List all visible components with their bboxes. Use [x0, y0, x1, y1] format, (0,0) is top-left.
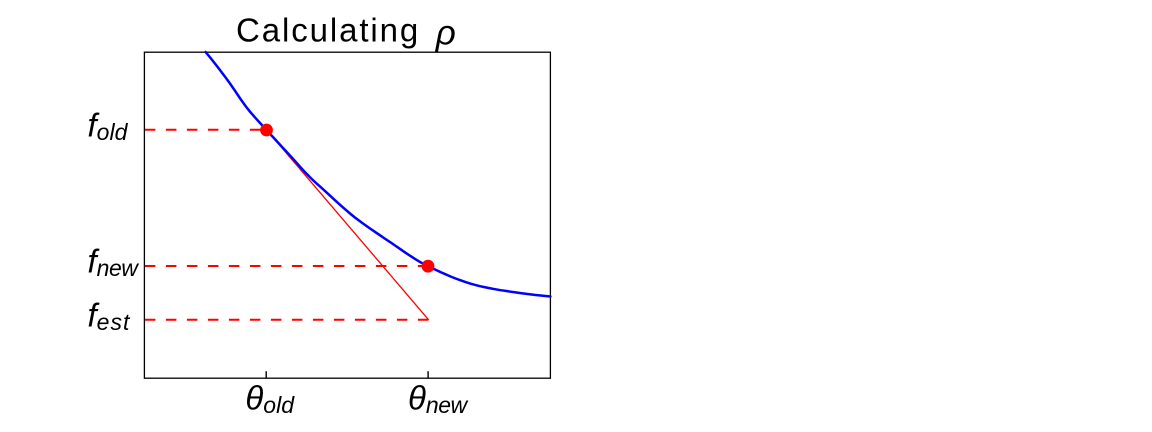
svg-text:fnew: fnew [88, 243, 140, 282]
svg-text:fold: fold [88, 106, 129, 145]
svg-text:θnew: θnew [408, 380, 468, 419]
svg-text:θold: θold [245, 380, 295, 419]
svg-text:Calculating ρ: Calculating ρ [236, 12, 458, 53]
svg-text:fest: fest [88, 296, 131, 335]
